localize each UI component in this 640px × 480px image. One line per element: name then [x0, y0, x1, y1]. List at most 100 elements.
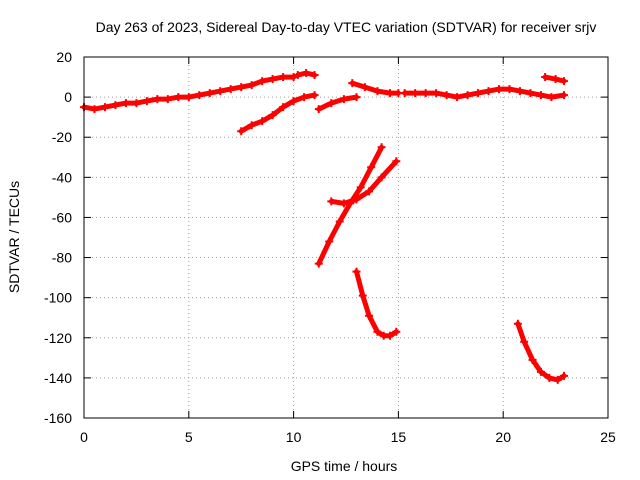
series-5 — [400, 85, 568, 102]
data-point — [367, 163, 376, 172]
x-tick-label: 20 — [495, 429, 511, 445]
data-point — [551, 75, 560, 84]
data-point — [386, 331, 395, 340]
series-7 — [314, 143, 386, 268]
data-point — [247, 121, 256, 130]
data-point — [553, 375, 562, 384]
data-point — [205, 89, 214, 98]
data-point — [100, 103, 109, 112]
data-point — [442, 91, 451, 100]
data-point — [559, 91, 568, 100]
data-point — [377, 143, 386, 152]
data-point — [335, 217, 344, 226]
data-point — [484, 87, 493, 96]
data-point — [90, 105, 99, 114]
series-0 — [80, 73, 298, 114]
plot-frame — [83, 56, 609, 419]
series-line — [354, 269, 399, 339]
data-point — [132, 99, 141, 108]
data-point — [526, 89, 535, 98]
y-tick-label: -20 — [52, 129, 72, 145]
y-tick-label: -80 — [52, 250, 72, 266]
data-point — [279, 103, 288, 112]
data-point — [325, 237, 334, 246]
data-point — [293, 71, 302, 80]
y-tick-label: -40 — [52, 169, 72, 185]
data-point — [279, 73, 288, 82]
data-point — [541, 73, 550, 82]
data-point — [327, 99, 336, 108]
series-1 — [293, 69, 319, 80]
data-point — [356, 183, 365, 192]
data-point — [373, 327, 382, 336]
data-point — [545, 373, 554, 382]
data-point — [174, 93, 183, 102]
data-point — [392, 157, 401, 166]
chart-title: Day 263 of 2023, Sidereal Day-to-day VTE… — [96, 19, 597, 35]
data-point — [327, 197, 336, 206]
data-point — [400, 89, 409, 98]
series-2 — [237, 91, 319, 136]
data-point — [352, 195, 361, 204]
data-point — [142, 97, 151, 106]
data-point — [536, 91, 545, 100]
data-point — [339, 199, 348, 208]
data-point — [348, 79, 357, 88]
data-point — [352, 267, 361, 276]
data-point — [310, 71, 319, 80]
y-tick-label: -100 — [44, 290, 72, 306]
data-point — [463, 91, 472, 100]
data-point — [421, 89, 430, 98]
data-point — [184, 93, 193, 102]
data-point — [386, 89, 395, 98]
grid — [84, 57, 608, 418]
axis-ticks: 0 5 10 15 20 25 20 0 -20 -40 -60 -80 -100 -120 -140 -16… — [44, 49, 616, 445]
data-point — [258, 77, 267, 86]
data-point — [302, 69, 311, 78]
data-point — [559, 371, 568, 380]
data-point — [121, 99, 130, 108]
series-line — [316, 94, 359, 112]
data-point — [505, 85, 514, 94]
data-point — [520, 337, 529, 346]
y-tick-label: -160 — [44, 410, 72, 426]
data-point — [453, 93, 462, 102]
data-point — [392, 327, 401, 336]
data-point — [432, 89, 441, 98]
data-point — [153, 95, 162, 104]
data-point — [528, 355, 537, 364]
data-point — [513, 319, 522, 328]
series-3 — [314, 93, 361, 114]
data-series — [80, 69, 568, 384]
series-8 — [327, 157, 401, 208]
data-point — [163, 95, 172, 104]
data-point — [300, 93, 309, 102]
data-point — [247, 81, 256, 90]
data-point — [377, 173, 386, 182]
y-tick-label: -120 — [44, 330, 72, 346]
series-4 — [348, 79, 403, 98]
data-point — [339, 95, 348, 104]
data-point — [111, 101, 120, 110]
x-tick-label: 15 — [391, 429, 407, 445]
series-10 — [513, 319, 568, 384]
y-tick-label: 0 — [64, 89, 72, 105]
data-point — [373, 87, 382, 96]
data-point — [411, 89, 420, 98]
data-point — [268, 111, 277, 120]
data-point — [547, 93, 556, 102]
series-9 — [352, 267, 401, 340]
x-axis-label: GPS time / hours — [291, 458, 398, 474]
data-point — [358, 291, 367, 300]
data-point — [195, 91, 204, 100]
data-point — [289, 97, 298, 106]
data-point — [365, 187, 374, 196]
data-point — [268, 75, 277, 84]
y-tick-label: 20 — [56, 49, 72, 65]
data-point — [258, 117, 267, 126]
series-line — [402, 86, 567, 100]
x-tick-label: 5 — [185, 429, 193, 445]
y-tick-label: -140 — [44, 370, 72, 386]
